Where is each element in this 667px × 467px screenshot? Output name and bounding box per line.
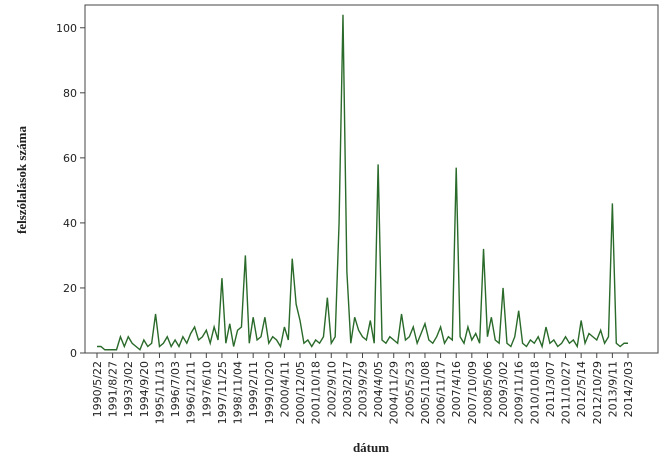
x-tick-label: 1995/11/13: [153, 361, 166, 424]
x-tick-label: 2009/11/16: [513, 361, 526, 424]
x-tick-label: 2002/9/10: [325, 361, 338, 417]
x-tick-label: 1991/8/27: [107, 361, 120, 417]
x-tick-label: 1996/12/11: [185, 361, 198, 424]
x-tick-label: 2008/5/06: [481, 361, 494, 417]
x-tick-label: 2003/9/29: [357, 361, 370, 417]
x-tick-label: 2004/11/29: [388, 361, 401, 424]
y-tick-label: 60: [63, 152, 77, 165]
y-tick-label: 80: [63, 87, 77, 100]
x-tick-label: 2009/3/02: [497, 361, 510, 417]
x-tick-label: 2006/11/17: [435, 361, 448, 424]
x-tick-label: 2011/3/07: [544, 361, 557, 417]
x-tick-label: 2001/10/18: [310, 361, 323, 424]
x-tick-label: 1999/2/11: [247, 361, 260, 417]
x-tick-label: 2007/4/16: [450, 361, 463, 417]
line: [97, 14, 628, 351]
x-tick-label: 2014/2/03: [622, 361, 635, 417]
x-tick-label: 1999/10/20: [263, 361, 276, 424]
x-tick-label: 2012/10/29: [591, 361, 604, 424]
x-tick-label: 2005/5/23: [403, 361, 416, 417]
y-tick-label: 40: [63, 217, 77, 230]
x-tick-label: 2012/5/14: [575, 361, 588, 417]
x-tick-label: 2007/10/09: [466, 361, 479, 424]
x-tick-label: 2013/9/11: [606, 361, 619, 417]
x-tick-label: 2003/2/17: [341, 361, 354, 417]
x-axis-title: dátum: [353, 440, 389, 455]
y-tick-label: 20: [63, 282, 77, 295]
y-axis-title: felszólalások száma: [14, 126, 29, 234]
x-tick-label: 2000/4/11: [278, 361, 291, 417]
y-tick-label: 0: [70, 347, 77, 360]
x-tick-label: 1990/5/22: [91, 361, 104, 417]
x-tick-label: 1996/7/03: [169, 361, 182, 417]
x-tick-label: 2005/11/08: [419, 361, 432, 424]
x-tick-label: 1997/6/10: [200, 361, 213, 417]
plot-area: [84, 4, 659, 354]
y-tick-label: 100: [56, 22, 77, 35]
x-tick-label: 1993/3/02: [122, 361, 135, 417]
x-tick-label: 1998/11/04: [232, 361, 245, 424]
x-tick-label: 2004/4/05: [372, 361, 385, 417]
x-tick-label: 2000/12/05: [294, 361, 307, 424]
x-tick-label: 1997/11/25: [216, 361, 229, 424]
x-tick-label: 2010/10/18: [528, 361, 541, 424]
x-tick-label: 2011/10/27: [560, 361, 573, 424]
x-tick-label: 1994/9/20: [138, 361, 151, 417]
